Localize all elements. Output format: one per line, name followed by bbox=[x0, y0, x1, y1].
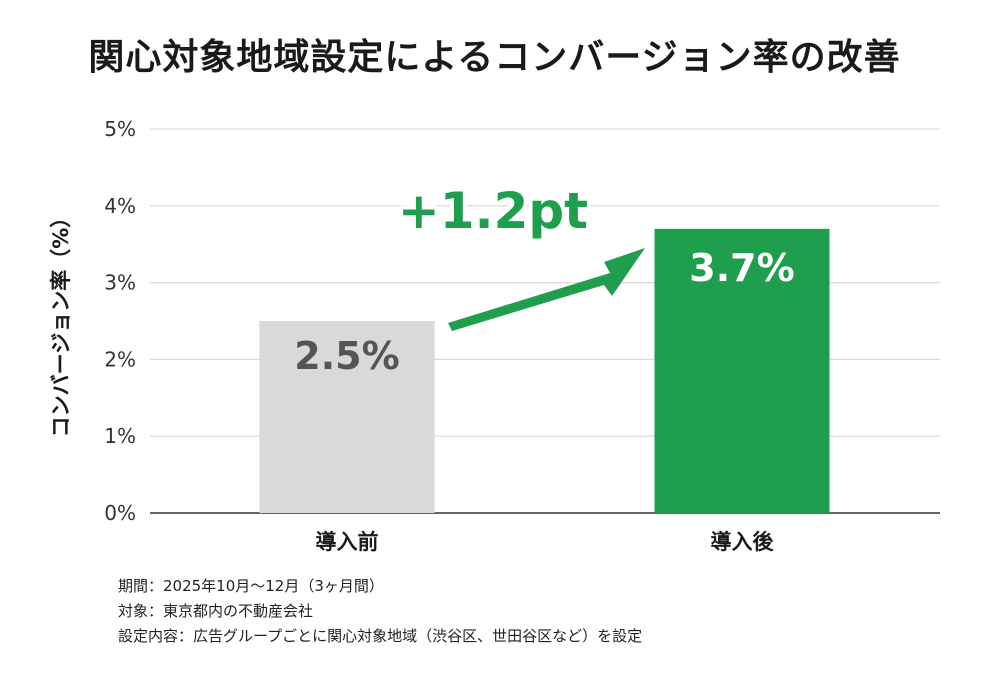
x-tick-label: 導入後 bbox=[711, 530, 775, 554]
y-tick-label: 4% bbox=[104, 194, 136, 218]
bar bbox=[259, 321, 435, 513]
increase-arrow bbox=[448, 248, 645, 331]
y-tick-label: 3% bbox=[104, 271, 136, 295]
increase-annotation: +1.2pt bbox=[398, 182, 588, 240]
bar-value-label: 3.7% bbox=[689, 246, 794, 290]
bar-value-label: 2.5% bbox=[294, 334, 399, 378]
bar-chart: 0% 1% 2% 3% 4% 5% 2.5% 導入前 3.7% 導入後 +1.2pt コンバージョ… bbox=[49, 117, 940, 554]
y-tick-label: 0% bbox=[104, 501, 136, 525]
y-tick-label: 5% bbox=[104, 117, 136, 141]
bar bbox=[654, 228, 830, 513]
note-settings: 設定内容：広告グループごとに関心対象地域（渋谷区、世田谷区など）を設定 bbox=[118, 627, 643, 645]
arrow-shape bbox=[448, 248, 645, 331]
y-axis-label: コンバージョン率（%） bbox=[49, 207, 73, 438]
bars bbox=[259, 228, 830, 513]
x-tick-label: 導入前 bbox=[316, 530, 379, 554]
chart-notes: 期間：2025年10月〜12月（3ヶ月間） 対象：東京都内の不動産会社 設定内容… bbox=[118, 574, 642, 649]
labels: 2.5% 導入前 3.7% 導入後 +1.2pt bbox=[294, 178, 794, 554]
note-target: 対象：東京都内の不動産会社 bbox=[118, 602, 314, 620]
y-tick-label: 2% bbox=[104, 347, 136, 371]
y-axis-ticks: 0% 1% 2% 3% 4% 5% bbox=[104, 117, 136, 525]
note-period: 期間：2025年10月〜12月（3ヶ月間） bbox=[118, 577, 384, 595]
y-tick-label: 1% bbox=[104, 424, 136, 448]
chart-title: 関心対象地域設定によるコンバージョン率の改善 bbox=[88, 37, 901, 78]
